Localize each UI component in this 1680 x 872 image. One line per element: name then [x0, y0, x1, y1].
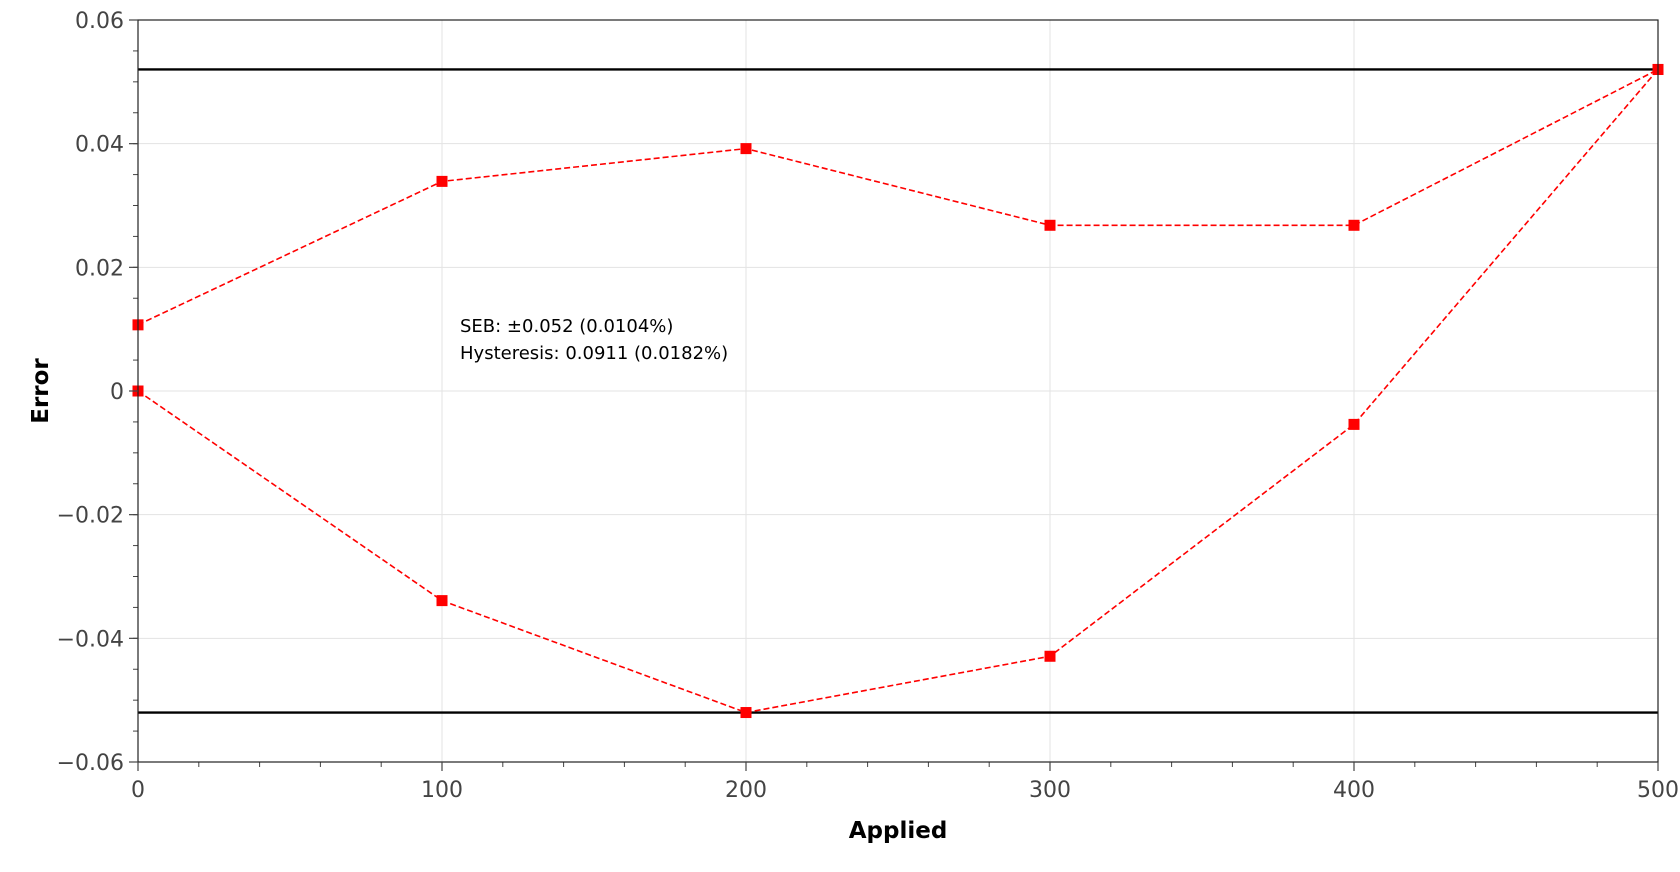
data-point: [1044, 219, 1056, 231]
annotation-hysteresis: Hysteresis: 0.0911 (0.0182%): [460, 343, 728, 364]
y-tick-label: 0.06: [75, 9, 124, 34]
data-point: [1348, 418, 1360, 430]
y-tick-label: 0.02: [75, 256, 124, 281]
annotation-seb: SEB: ±0.052 (0.0104%): [460, 316, 673, 337]
series-1: [132, 63, 1664, 331]
y-tick-label: 0.04: [75, 133, 124, 158]
x-axis-ticks: 0 100 200 300 400 500: [131, 762, 1679, 803]
y-tick-label: −0.06: [57, 751, 124, 776]
minor-ticks: [133, 19, 1659, 767]
series-line: [137, 68, 1659, 714]
data-point: [1348, 219, 1360, 231]
x-tick-label: 400: [1333, 778, 1375, 803]
y-axis-title: Error: [28, 358, 54, 424]
y-tick-label: −0.02: [57, 504, 124, 529]
data-point: [740, 707, 752, 719]
y-tick-label: −0.04: [57, 627, 124, 652]
series-line: [137, 68, 1659, 326]
data-point: [436, 175, 448, 187]
x-tick-label: 500: [1637, 778, 1679, 803]
x-tick-label: 0: [131, 778, 145, 803]
data-point: [436, 595, 448, 607]
grid: [137, 19, 1659, 763]
x-tick-label: 300: [1029, 778, 1071, 803]
x-axis-title: Applied: [849, 818, 948, 844]
x-tick-label: 100: [421, 778, 463, 803]
y-axis-ticks: 0.06 0.04 0.02 0 −0.02 −0.04 −0.06: [57, 9, 138, 776]
data-point: [740, 143, 752, 155]
y-tick-label: 0: [110, 380, 124, 405]
data-point: [1044, 650, 1056, 662]
x-tick-label: 200: [725, 778, 767, 803]
reference-lines: [138, 68, 1658, 714]
